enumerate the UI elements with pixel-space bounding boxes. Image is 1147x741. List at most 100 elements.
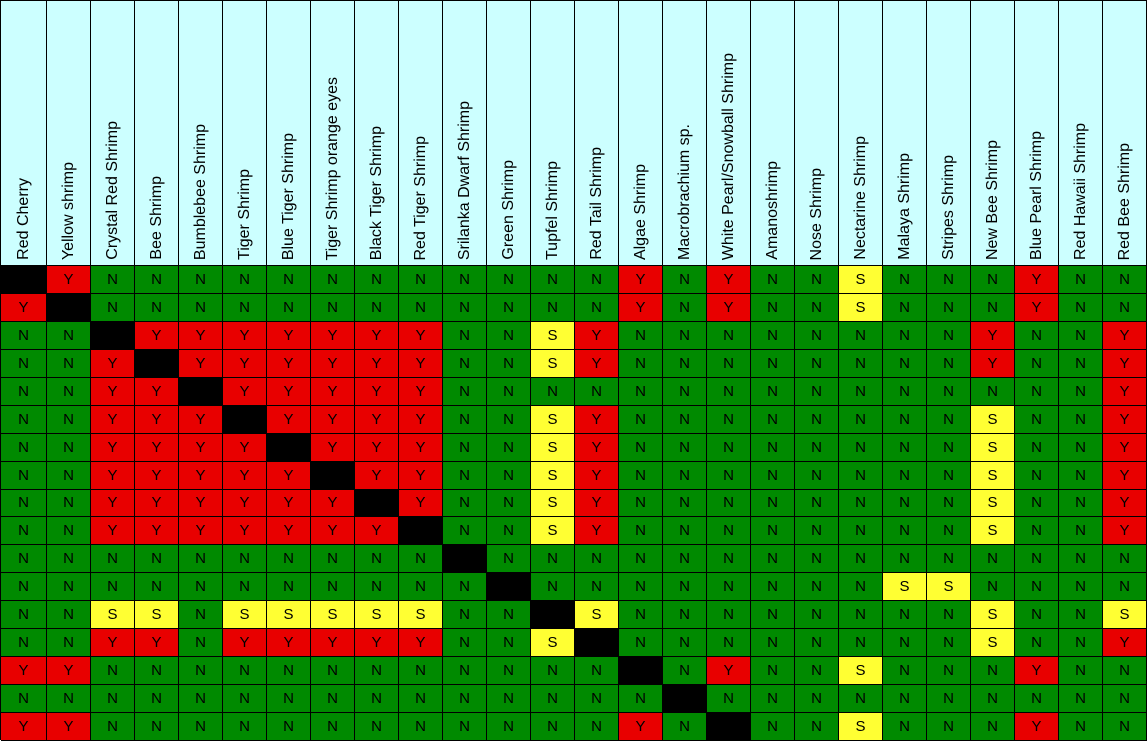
table-cell: N: [179, 713, 223, 741]
table-cell: N: [1059, 293, 1103, 322]
table-cell: Y: [223, 377, 267, 406]
table-cell: N: [839, 461, 883, 490]
table-cell: N: [1059, 657, 1103, 686]
table-cell: N: [795, 573, 839, 602]
table-cell: S: [839, 657, 883, 686]
table-cell: N: [971, 573, 1015, 602]
table-cell: N: [1015, 573, 1059, 602]
table-cell: Y: [355, 629, 399, 658]
table-cell: Y: [1015, 293, 1059, 322]
table-cell: N: [1, 489, 47, 518]
table-cell: Y: [47, 657, 91, 686]
table-cell: Y: [619, 266, 663, 294]
table-cell: N: [751, 601, 795, 630]
table-cell: N: [531, 293, 575, 322]
table-cell: Y: [399, 461, 443, 490]
table-cell: N: [355, 293, 399, 322]
diagonal-cell: [487, 573, 531, 602]
table-cell: Y: [267, 349, 311, 378]
table-cell: N: [795, 321, 839, 350]
table-cell: S: [531, 349, 575, 378]
column-header: Tiger Shrimp: [223, 1, 267, 266]
table-cell: Y: [1015, 713, 1059, 741]
column-header-label: Red Bee Shrimp: [1115, 142, 1133, 260]
table-cell: N: [619, 489, 663, 518]
table-cell: S: [971, 433, 1015, 462]
table-cell: Y: [311, 405, 355, 434]
table-cell: N: [971, 545, 1015, 574]
table-cell: N: [47, 601, 91, 630]
table-cell: Y: [267, 461, 311, 490]
table-cell: S: [927, 573, 971, 602]
column-header-label: Red Hawaii Shrimp: [1071, 123, 1089, 260]
table-cell: N: [443, 266, 487, 294]
table-cell: N: [399, 657, 443, 686]
table-cell: Y: [575, 433, 619, 462]
table-cell: Y: [355, 517, 399, 546]
table-cell: N: [1103, 266, 1147, 294]
table-cell: N: [267, 713, 311, 741]
table-cell: N: [619, 405, 663, 434]
table-cell: Y: [707, 657, 751, 686]
column-header-label: Red Cherry: [14, 178, 32, 260]
table-cell: N: [179, 545, 223, 574]
table-cell: N: [751, 685, 795, 713]
table-cell: N: [751, 377, 795, 406]
table-cell: N: [795, 349, 839, 378]
table-cell: N: [531, 545, 575, 574]
table-cell: N: [927, 405, 971, 434]
table-cell: N: [795, 713, 839, 741]
table-cell: Y: [971, 321, 1015, 350]
table-cell: S: [575, 601, 619, 630]
table-cell: N: [1103, 573, 1147, 602]
table-cell: N: [443, 349, 487, 378]
table-cell: N: [399, 573, 443, 602]
table-cell: Y: [575, 489, 619, 518]
table-cell: Y: [575, 461, 619, 490]
table-cell: Y: [223, 321, 267, 350]
table-cell: N: [1, 461, 47, 490]
table-cell: N: [883, 321, 927, 350]
table-cell: N: [883, 405, 927, 434]
table-cell: N: [927, 293, 971, 322]
column-header-label: Green Shrimp: [499, 160, 517, 260]
table-cell: N: [575, 293, 619, 322]
table-cell: N: [751, 517, 795, 546]
table-cell: N: [47, 629, 91, 658]
table-cell: N: [179, 601, 223, 630]
table-cell: N: [135, 293, 179, 322]
table-cell: N: [839, 377, 883, 406]
diagonal-cell: [531, 601, 575, 630]
table-cell: S: [1103, 601, 1147, 630]
column-header-label: Srilanka Dwarf Shrimp: [455, 100, 473, 260]
table-cell: Y: [575, 349, 619, 378]
table-cell: Y: [179, 489, 223, 518]
table-cell: Y: [311, 489, 355, 518]
table-cell: Y: [267, 405, 311, 434]
table-cell: Y: [311, 517, 355, 546]
table-cell: Y: [267, 629, 311, 658]
table-cell: N: [135, 685, 179, 713]
table-cell: N: [531, 266, 575, 294]
column-header: Blue Tiger Shrimp: [267, 1, 311, 266]
table-cell: N: [619, 685, 663, 713]
table-cell: S: [839, 293, 883, 322]
table-cell: N: [663, 293, 707, 322]
table-cell: N: [487, 713, 531, 741]
table-cell: S: [531, 405, 575, 434]
table-cell: N: [1, 573, 47, 602]
table-cell: Y: [223, 433, 267, 462]
table-cell: N: [311, 545, 355, 574]
table-cell: N: [927, 489, 971, 518]
column-header: New Bee Shrimp: [971, 1, 1015, 266]
column-header: Red Bee Shrimp: [1103, 1, 1147, 266]
table-cell: Y: [267, 489, 311, 518]
table-cell: Y: [267, 377, 311, 406]
diagonal-cell: [355, 489, 399, 518]
table-cell: N: [487, 266, 531, 294]
table-cell: N: [267, 266, 311, 294]
table-cell: Y: [91, 517, 135, 546]
table-cell: N: [311, 713, 355, 741]
table-cell: N: [751, 545, 795, 574]
